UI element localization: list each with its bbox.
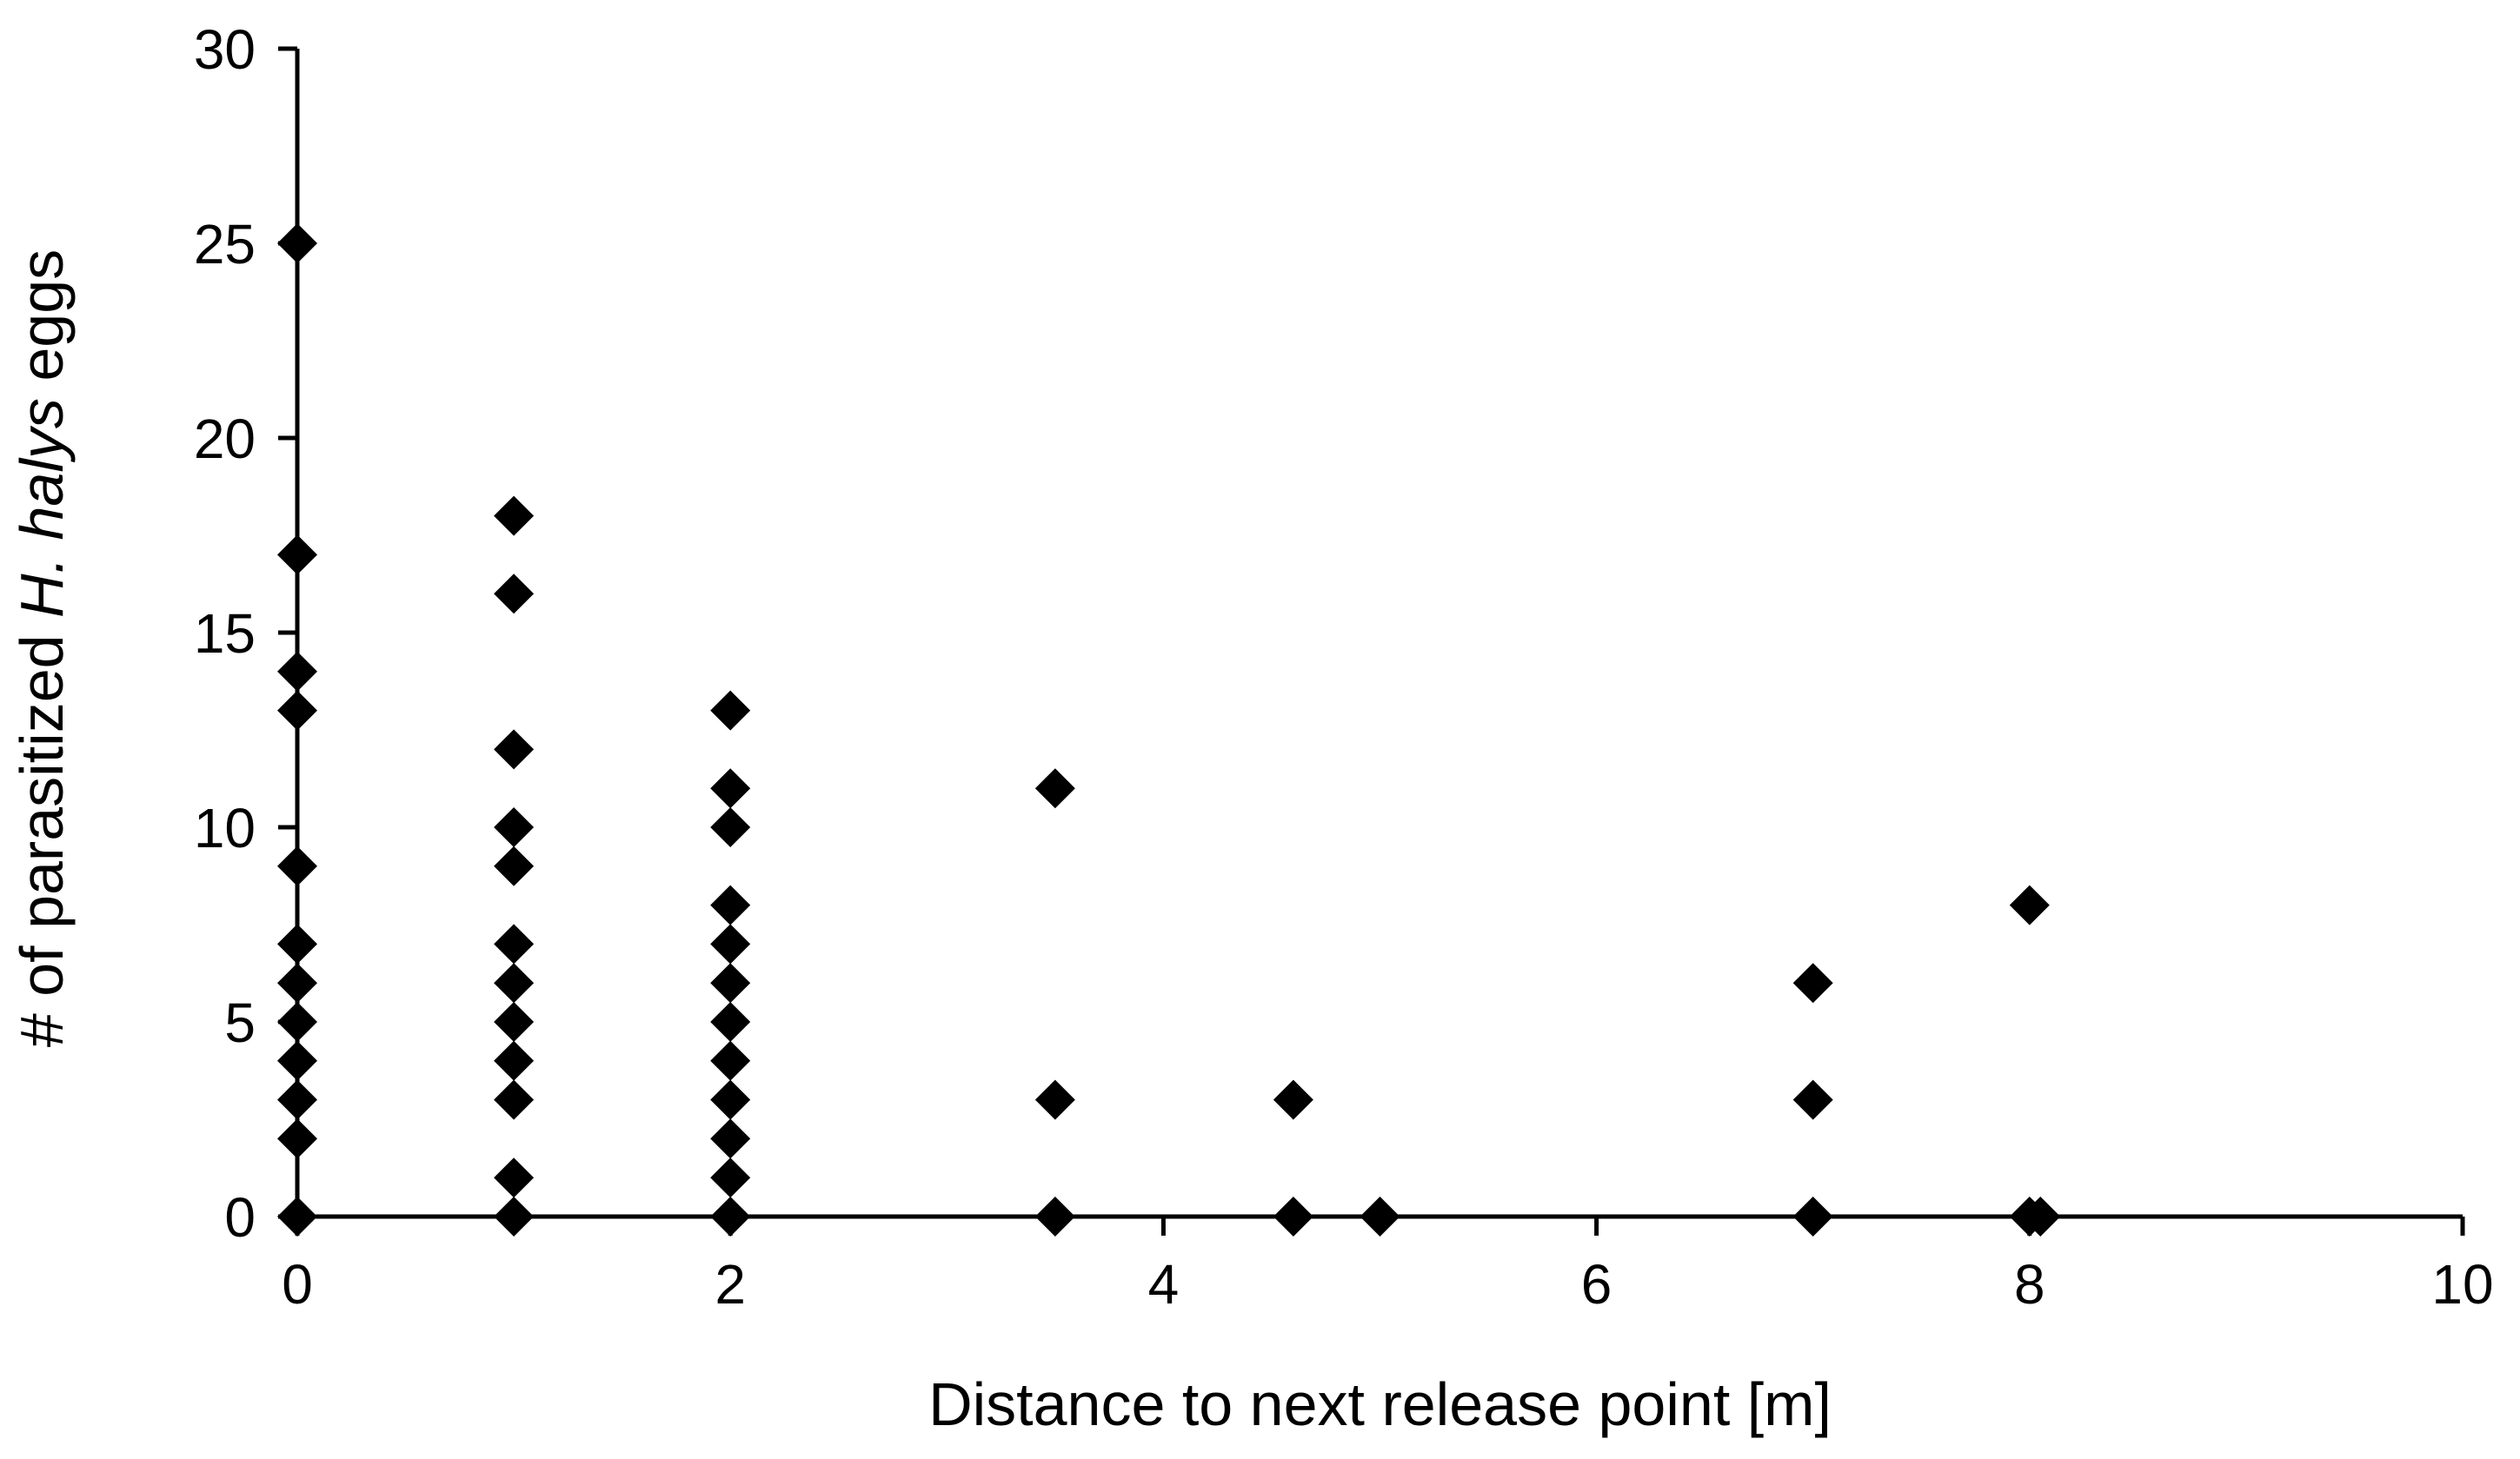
- data-point: [710, 690, 751, 731]
- data-point: [494, 729, 535, 770]
- data-point: [710, 924, 751, 965]
- y-tick-label: 20: [194, 408, 256, 470]
- x-tick-label: 6: [1581, 1253, 1612, 1316]
- y-tick-label: 30: [194, 18, 256, 81]
- data-point: [710, 885, 751, 925]
- data-point: [494, 1157, 535, 1198]
- data-point: [494, 924, 535, 965]
- data-point: [710, 807, 751, 847]
- data-point: [494, 1079, 535, 1120]
- y-tick-label: 0: [224, 1186, 256, 1249]
- data-point: [1792, 963, 1833, 1004]
- data-point: [494, 1040, 535, 1081]
- data-point: [494, 1002, 535, 1042]
- data-point: [710, 1157, 751, 1198]
- data-point: [710, 1118, 751, 1159]
- y-axis-title-part: eggs: [8, 249, 76, 398]
- data-point: [1034, 768, 1075, 809]
- data-point: [710, 768, 751, 809]
- x-tick-label: 2: [715, 1253, 746, 1316]
- data-point: [710, 963, 751, 1004]
- data-point: [494, 495, 535, 536]
- data-point: [2009, 885, 2050, 925]
- y-tick-label: 10: [194, 797, 256, 859]
- data-point: [1792, 1079, 1833, 1120]
- y-tick-label: 5: [224, 991, 256, 1054]
- y-axis-title-part: # of parasitized: [8, 618, 76, 1047]
- data-point: [494, 963, 535, 1004]
- data-point: [494, 807, 535, 847]
- data-point: [1273, 1079, 1313, 1120]
- data-point: [494, 574, 535, 614]
- data-points: [277, 223, 2061, 1237]
- y-tick-label: 15: [194, 602, 256, 665]
- x-tick-label: 8: [2014, 1253, 2045, 1316]
- data-point: [710, 1040, 751, 1081]
- axis-ticks: 0 2 4 6 8 10 0 5 10 15 20 25 30: [194, 18, 2494, 1316]
- x-tick-label: 0: [282, 1253, 313, 1316]
- x-tick-label: 4: [1148, 1253, 1180, 1316]
- data-point: [710, 1002, 751, 1042]
- data-point: [1034, 1079, 1075, 1120]
- data-point: [710, 1079, 751, 1120]
- data-point: [494, 846, 535, 886]
- y-tick-label: 25: [194, 213, 256, 275]
- y-axis-title: # of parasitized H. halys eggs: [8, 249, 76, 1047]
- x-axis-title: Distance to next release point [m]: [928, 1370, 1832, 1438]
- y-axis-title-italic: H. halys: [8, 398, 76, 618]
- x-tick-label: 10: [2431, 1253, 2493, 1316]
